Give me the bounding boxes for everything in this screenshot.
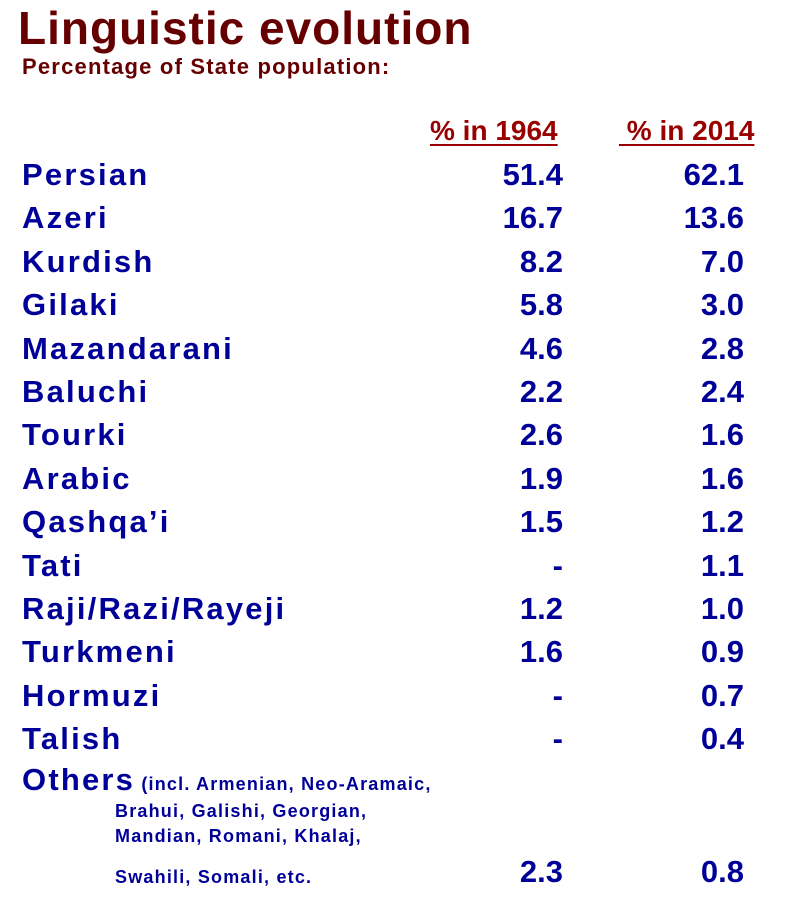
table-row: Mazandarani 4.6 2.8 <box>0 327 800 370</box>
value-2014: 1.6 <box>700 417 744 453</box>
value-2014: 2.8 <box>700 330 744 366</box>
value-2014: 3.0 <box>700 287 744 323</box>
language-label: Raji/Razi/Rayeji <box>22 591 287 626</box>
page-title: Linguistic evolution <box>18 2 473 54</box>
language-label: Tati <box>22 547 84 583</box>
others-note-line2: Brahui, Galishi, Georgian, <box>115 801 368 821</box>
value-2014: 1.1 <box>700 547 744 583</box>
others-note-line3: Mandian, Romani, Khalaj, <box>115 826 362 846</box>
value-1964: 8.2 <box>519 243 563 279</box>
table-row: Qashqa’i 1.5 1.2 <box>0 500 800 543</box>
language-label: Tourki <box>22 417 128 453</box>
table-row: Arabic 1.9 1.6 <box>0 457 800 500</box>
others-row: 2.3 0.8 <box>0 850 800 893</box>
value-1964: 5.8 <box>519 287 563 323</box>
language-label: Hormuzi <box>22 677 162 713</box>
value-1964: 1.6 <box>519 634 563 670</box>
others-label-text: Others <box>22 762 136 797</box>
value-1964: 1.2 <box>519 591 563 626</box>
value-2014: 7.0 <box>700 243 744 279</box>
value-2014: 2.4 <box>700 374 744 409</box>
value-1964: 2.6 <box>519 417 563 453</box>
value-1964: 2.3 <box>519 854 563 889</box>
value-1964: - <box>552 677 563 713</box>
page-subtitle: Percentage of State population: <box>22 54 391 79</box>
language-label: Talish <box>22 721 123 757</box>
table-row: Turkmeni 1.6 0.9 <box>0 630 800 673</box>
value-2014: 1.2 <box>700 504 744 540</box>
language-label: Qashqa’i <box>22 504 171 540</box>
value-2014: 1.0 <box>700 591 744 626</box>
others-note-line4: Swahili, Somali, etc. <box>115 867 313 887</box>
table-row: Baluchi 2.2 2.4 <box>0 370 800 413</box>
value-1964: 4.6 <box>519 330 563 366</box>
value-2014: 0.8 <box>700 854 744 889</box>
language-label: Arabic <box>22 460 132 496</box>
language-label: Persian <box>22 157 150 192</box>
table-row: Tati - 1.1 <box>0 544 800 587</box>
table-row: Azeri 16.7 13.6 <box>0 196 800 239</box>
column-header-1964: % in 1964 <box>430 115 558 146</box>
value-1964: - <box>552 721 563 757</box>
value-2014: 0.9 <box>700 634 744 670</box>
table-row: Hormuzi - 0.7 <box>0 674 800 717</box>
value-2014: 1.6 <box>700 460 744 496</box>
language-label: Kurdish <box>22 243 155 279</box>
table-row: Kurdish 8.2 7.0 <box>0 240 800 283</box>
value-2014: 0.7 <box>700 677 744 713</box>
others-note-line1: (incl. Armenian, Neo-Aramaic, <box>135 774 432 794</box>
others-label: Others (incl. Armenian, Neo-Aramaic, <box>22 758 432 806</box>
value-1964: 2.2 <box>519 374 563 409</box>
column-header-2014: % in 2014 <box>619 115 755 146</box>
language-label: Baluchi <box>22 374 150 409</box>
value-1964: 16.7 <box>502 200 563 236</box>
value-1964: 1.9 <box>519 460 563 496</box>
language-label: Mazandarani <box>22 330 234 366</box>
value-2014: 0.4 <box>700 721 744 757</box>
value-2014: 13.6 <box>683 200 744 236</box>
value-1964: 51.4 <box>502 157 563 192</box>
table-row: Talish - 0.4 <box>0 717 800 760</box>
table-row: Tourki 2.6 1.6 <box>0 413 800 456</box>
language-label: Gilaki <box>22 287 120 323</box>
value-2014: 62.1 <box>683 157 744 192</box>
table-row: Gilaki 5.8 3.0 <box>0 283 800 326</box>
value-1964: - <box>552 547 563 583</box>
table-row: Persian 51.4 62.1 <box>0 153 800 196</box>
language-label: Turkmeni <box>22 634 177 670</box>
language-label: Azeri <box>22 200 109 236</box>
value-1964: 1.5 <box>519 504 563 540</box>
table-row: Raji/Razi/Rayeji 1.2 1.0 <box>0 587 800 630</box>
